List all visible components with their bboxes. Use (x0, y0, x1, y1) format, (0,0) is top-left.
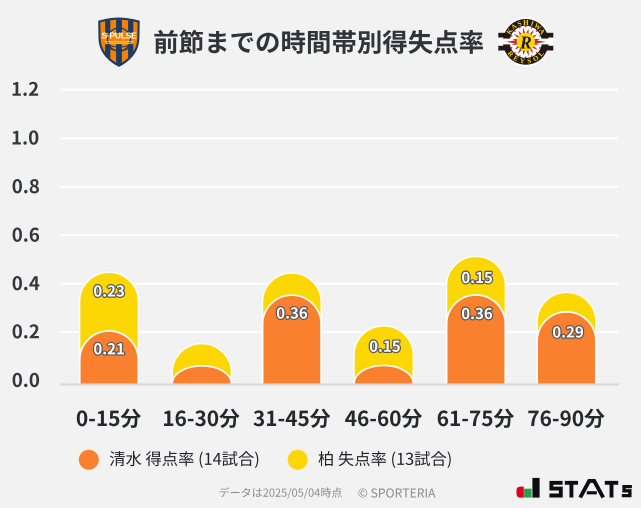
svg-text:R: R (519, 32, 532, 52)
svg-text:I: I (529, 20, 534, 29)
svg-text:K: K (505, 27, 515, 36)
svg-text:R: R (506, 50, 516, 60)
svg-text:A: A (510, 22, 519, 31)
svg-text:W: W (532, 22, 542, 33)
svg-text:S: S (527, 57, 532, 66)
svg-text:L: L (537, 49, 546, 58)
svg-text:O: O (532, 54, 541, 64)
svg-text:S: S (516, 19, 522, 28)
svg-text:A: A (537, 27, 546, 36)
svg-text:Y: Y (519, 57, 525, 66)
svg-text:H: H (523, 19, 529, 27)
svg-text:E: E (512, 54, 520, 63)
svg-text:S·PULSE: S·PULSE (101, 31, 137, 41)
